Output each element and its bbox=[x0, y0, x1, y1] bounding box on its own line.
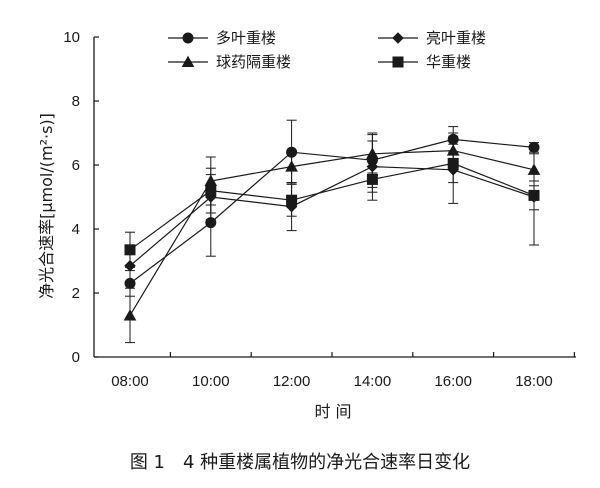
x-tick-label: 16:00 bbox=[434, 373, 472, 390]
series-line bbox=[129, 138, 535, 284]
square-marker bbox=[392, 56, 404, 68]
x-tick-label: 14:00 bbox=[354, 373, 392, 390]
x-tick-labels: 08:00 10:00 12:00 14:00 16:00 18:00 bbox=[111, 373, 553, 390]
figure-caption: 图 1 4 种重楼属植物的净光合速率日变化 bbox=[130, 452, 470, 473]
triangle-marker bbox=[123, 309, 137, 321]
square-marker bbox=[205, 185, 217, 197]
y-tick-label: 0 bbox=[72, 349, 80, 366]
x-axis-title: 时 间 bbox=[314, 402, 351, 421]
legend-label: 亮叶重楼 bbox=[426, 29, 486, 47]
legend-item: 亮叶重楼 bbox=[378, 29, 486, 47]
series-line bbox=[129, 165, 535, 267]
circle-marker bbox=[528, 141, 540, 153]
square-marker bbox=[286, 194, 298, 206]
circle-marker bbox=[182, 32, 194, 44]
square-marker bbox=[528, 189, 540, 201]
series-line bbox=[129, 162, 535, 251]
square-marker bbox=[447, 157, 459, 169]
series-triangle bbox=[123, 132, 541, 344]
axes bbox=[93, 36, 576, 358]
x-tick-label: 10:00 bbox=[192, 373, 230, 390]
x-tick-label: 12:00 bbox=[273, 373, 311, 390]
square-marker bbox=[124, 244, 136, 256]
legend-label: 球药隔重楼 bbox=[216, 53, 291, 71]
y-tick-label: 10 bbox=[63, 29, 80, 46]
legend-item: 华重楼 bbox=[378, 53, 471, 71]
series-square bbox=[124, 143, 540, 268]
triangle-marker bbox=[366, 147, 379, 159]
series-layer bbox=[123, 119, 541, 344]
legend-label: 华重楼 bbox=[426, 53, 471, 71]
y-tick-label: 2 bbox=[72, 285, 80, 302]
y-axis-title: 净光合速率[μmol/(m²·s)] bbox=[37, 113, 56, 299]
y-tick-labels: 0 2 4 6 8 10 bbox=[63, 29, 80, 366]
legend-item: 球药隔重楼 bbox=[168, 53, 291, 71]
x-tick-label: 08:00 bbox=[111, 373, 149, 390]
y-tick-label: 8 bbox=[72, 93, 80, 110]
y-tick-label: 4 bbox=[72, 221, 80, 238]
legend-label: 多叶重楼 bbox=[216, 29, 276, 47]
legend-item: 多叶重楼 bbox=[168, 29, 276, 47]
triangle-marker bbox=[285, 160, 298, 172]
circle-marker bbox=[124, 277, 136, 289]
diamond-marker bbox=[392, 32, 404, 44]
triangle-marker bbox=[181, 55, 195, 68]
x-tick-label: 18:00 bbox=[515, 373, 553, 390]
triangle-marker bbox=[527, 163, 541, 175]
y-tick-label: 6 bbox=[72, 157, 80, 174]
series-line bbox=[129, 149, 535, 316]
square-marker bbox=[366, 173, 378, 185]
